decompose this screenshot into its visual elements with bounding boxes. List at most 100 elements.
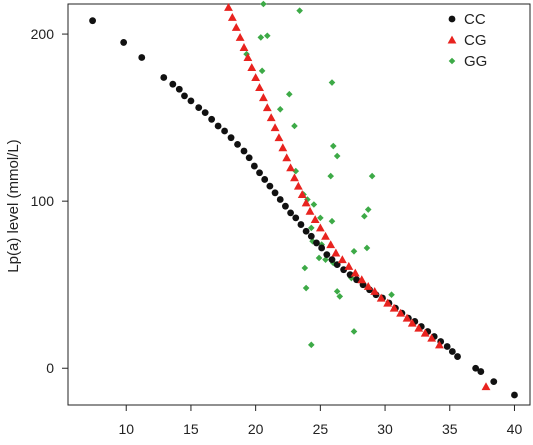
legend: CC CG GG [447,11,487,70]
point-cc [245,154,253,162]
point-cg [282,153,292,162]
legend-marker-cg [447,35,457,44]
x-tick-label: 10 [118,421,134,437]
point-gg [368,172,376,180]
point-cg [247,63,257,72]
point-cc [250,162,258,170]
point-gg [329,142,337,150]
point-cc [89,17,96,25]
point-cc [353,276,360,284]
point-cg [414,323,424,332]
point-cg [301,198,311,207]
point-cc [214,122,222,130]
point-gg [296,7,303,14]
point-cc [240,147,248,155]
point-gg [292,167,300,175]
point-cc [490,378,498,386]
point-cc [169,80,177,88]
x-tick-label: 20 [248,421,264,437]
legend-label-cg: CG [464,32,487,49]
legend-label-cc: CC [464,11,486,28]
point-cg [396,308,405,317]
point-gg [364,206,372,213]
point-cc [313,239,320,247]
point-cg [321,231,330,240]
point-cg [239,43,249,51]
y-tick-label: 100 [31,193,55,209]
point-cc [120,39,128,46]
point-cc [307,232,315,240]
point-cc [256,169,263,177]
point-cc [511,391,518,399]
point-cc [328,256,336,264]
point-gg [258,67,266,75]
point-gg [350,328,358,335]
point-cg [363,281,373,290]
point-cg [274,133,284,142]
point-cc [472,364,480,372]
point-cc [323,251,331,259]
data-points [89,0,518,399]
point-cg [243,53,253,61]
point-cg [370,286,380,295]
point-gg [333,152,341,160]
point-cg [402,313,412,322]
y-axis-title: Lp(a) level (mmol/L) [5,139,22,272]
point-cg [350,268,360,277]
point-cg [389,303,399,312]
series-gg [243,0,395,349]
point-cg [305,206,315,215]
point-cg [435,340,444,349]
point-gg [263,32,271,40]
legend-marker-gg [448,57,456,65]
point-cg [297,190,307,198]
point-cg [315,223,325,232]
point-cc [340,266,348,274]
point-cc [318,244,326,252]
point-gg [350,247,358,255]
point-gg [260,0,267,8]
point-gg [276,105,284,113]
legend-item-cc: CC [448,11,486,28]
point-cg [266,113,276,122]
point-cg [224,2,233,11]
point-cg [427,333,437,342]
point-cc [261,176,269,183]
point-gg [315,254,323,262]
point-cg [310,215,320,224]
point-cg [227,12,237,21]
point-cg [481,382,491,391]
x-tick-label: 40 [507,421,523,437]
x-tick-label: 15 [183,421,199,437]
point-gg [328,217,336,225]
point-cc [138,54,146,61]
point-cg [235,33,245,41]
point-cc [187,97,195,105]
point-cc [266,182,274,190]
point-gg [388,291,395,299]
point-cg [331,248,341,257]
point-cg [420,328,430,337]
point-cc [227,134,235,142]
point-gg [243,50,250,58]
point-cc [448,348,456,355]
legend-item-gg: GG [448,53,487,70]
point-cc [181,92,188,100]
point-cg [326,240,336,249]
point-cg [376,293,386,302]
point-gg [327,172,335,180]
point-cc [221,127,228,135]
point-cc [201,109,209,117]
point-gg [257,34,265,41]
point-gg [285,90,293,98]
plot-frame [67,3,531,406]
point-cc [292,214,300,222]
y-axis: 0 100 200 [31,26,68,376]
x-tick-label: 25 [313,421,329,437]
point-cg [251,73,261,82]
point-cc [234,140,241,148]
point-cg [286,163,295,172]
point-cg [278,143,288,152]
legend-label-gg: GG [464,53,487,70]
